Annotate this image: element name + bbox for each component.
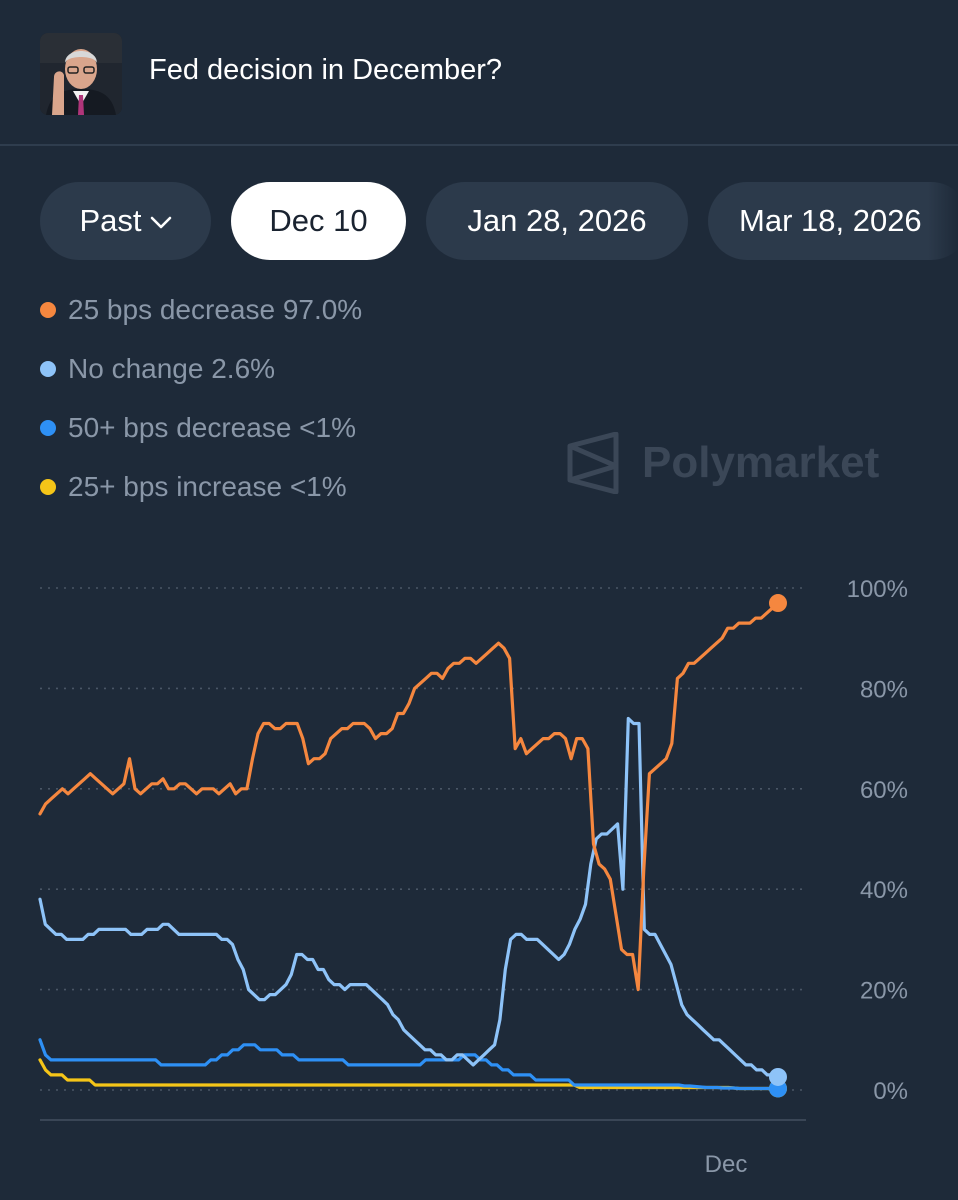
person-photo-icon: [40, 33, 122, 115]
page-title: Fed decision in December?: [149, 54, 503, 86]
y-tick-label: 40%: [860, 877, 908, 904]
legend-label: 50+ bps decrease <1%: [68, 412, 356, 443]
legend-dot: [40, 301, 56, 318]
legend-dot: [40, 478, 56, 495]
legend-label: 25+ bps increase <1%: [68, 471, 347, 502]
series-end-point: [769, 1067, 787, 1086]
series-end-point: [769, 594, 787, 613]
tab-mar-18-2026[interactable]: Mar 18, 2026: [708, 182, 958, 260]
polymarket-logo-icon: [567, 431, 619, 495]
tab-past[interactable]: Past: [40, 182, 211, 260]
legend-dot: [40, 419, 56, 436]
tab-past-label: Past: [79, 203, 142, 238]
legend-item: No change 2.6%: [40, 349, 275, 389]
y-tick-label: 80%: [860, 676, 908, 703]
legend-item: 25 bps decrease 97.0%: [40, 290, 362, 330]
y-tick-label: 20%: [860, 978, 908, 1005]
watermark-text: Polymarket: [642, 438, 880, 487]
legend-label: 25 bps decrease 97.0%: [68, 294, 363, 325]
legend-item: 50+ bps decrease <1%: [40, 408, 356, 448]
y-tick-label: 100%: [847, 576, 908, 603]
series-line-25-bps-increase: [38, 1058, 780, 1091]
series-line-50-bps-decrease: [38, 1038, 780, 1091]
chevron-down-icon: [150, 182, 172, 259]
grid: [40, 587, 806, 1121]
tab-dec-10[interactable]: Dec 10: [231, 182, 406, 260]
tick-labels: 100% 80% 60% 40% 20% 0% Dec: [705, 576, 908, 1178]
avatar: [40, 33, 122, 115]
legend-dot: [40, 360, 56, 377]
probability-chart: 100% 80% 60% 40% 20% 0% Dec: [38, 576, 908, 1178]
legend-item: 25+ bps increase <1%: [40, 467, 347, 507]
y-tick-label: 60%: [860, 777, 908, 804]
series-line-no-change: [38, 716, 780, 1079]
legend-label: No change 2.6%: [68, 353, 276, 384]
polymarket-watermark: Polymarket: [566, 431, 879, 496]
series-line-25-bps-decrease: [38, 601, 780, 992]
series-lines: [38, 594, 787, 1098]
y-tick-label: 0%: [873, 1078, 908, 1105]
tab-jan-28-2026[interactable]: Jan 28, 2026: [426, 182, 688, 260]
date-tabs: Past Dec 10 Jan 28, 2026 Mar 18, 2026: [0, 182, 958, 260]
x-tick-label: Dec: [705, 1151, 748, 1178]
market-header: Fed decision in December?: [0, 0, 958, 146]
